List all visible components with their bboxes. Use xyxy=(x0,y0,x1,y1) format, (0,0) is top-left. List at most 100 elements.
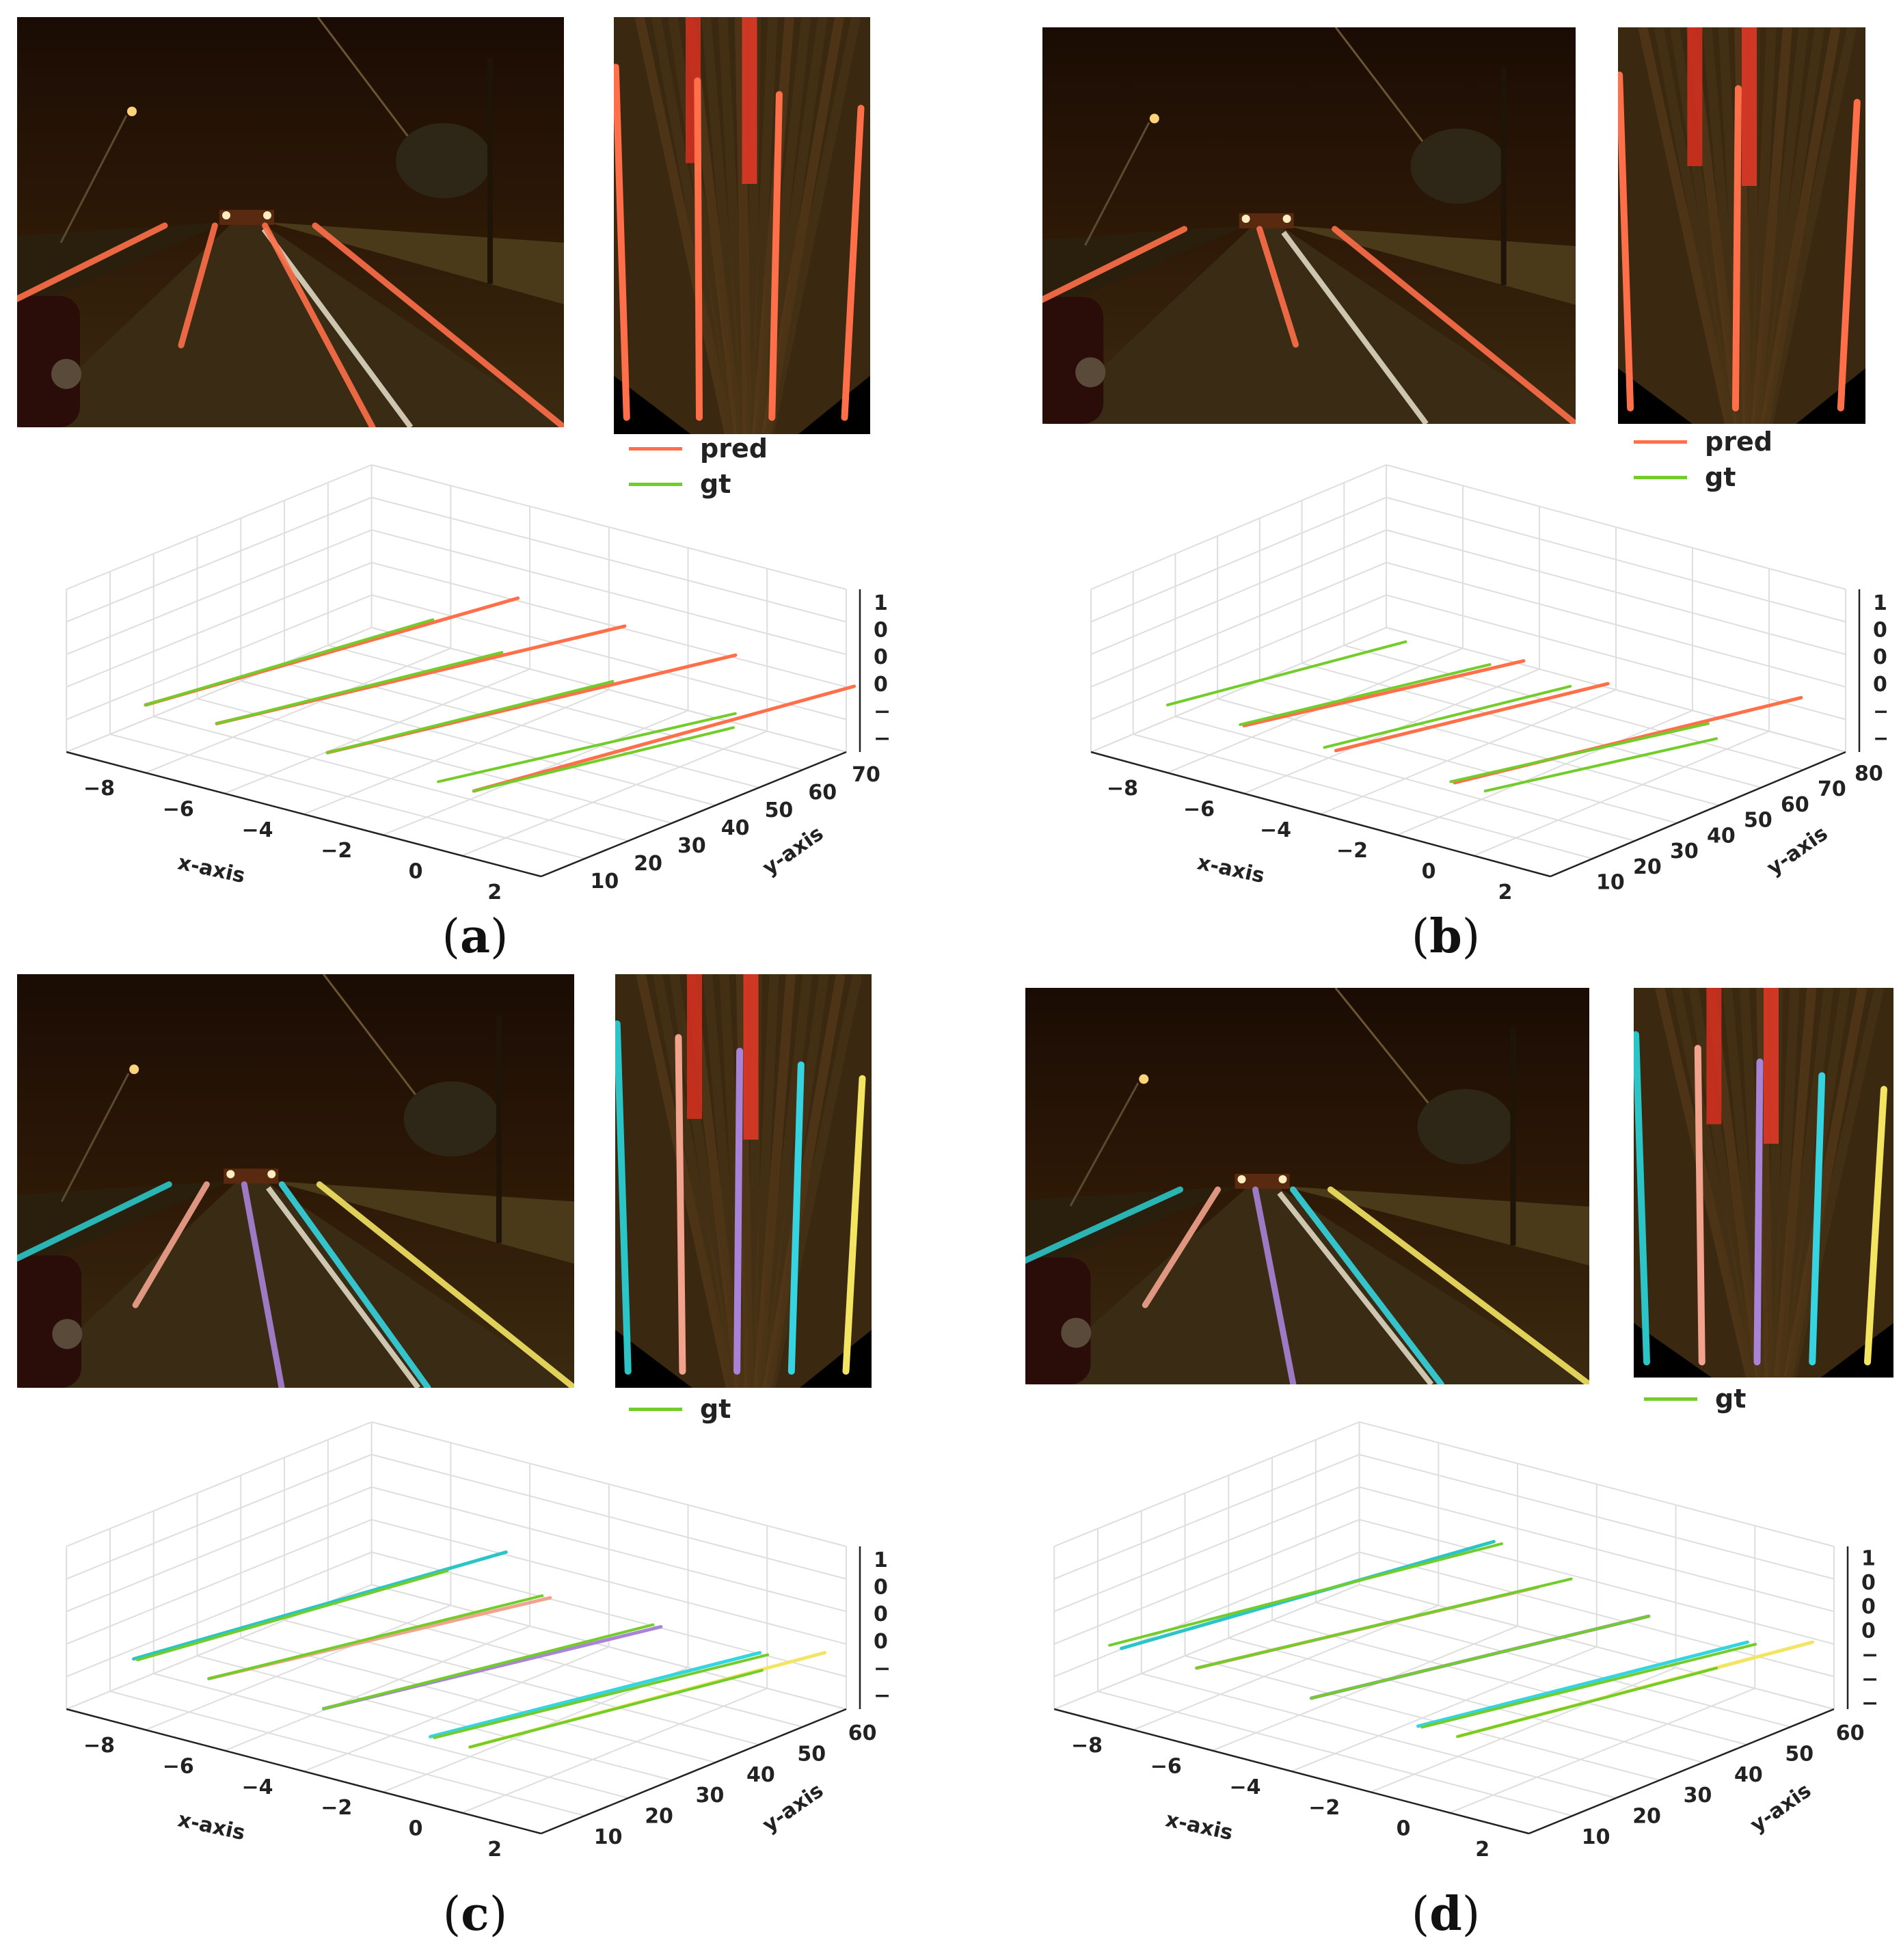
z-tick-label: 0.4 xyxy=(874,645,889,669)
gt-lane-line xyxy=(1323,684,1572,749)
gt-lane-line xyxy=(433,1653,770,1739)
panel-d: −8 −6 −4 −2 0 2 10 20 30 40 50 60 1.20.80.40.0−0.4−0… xyxy=(950,971,1901,1960)
z-tick-label: 0.0 xyxy=(874,673,889,697)
x-tick-label: −2 xyxy=(321,1796,352,1820)
z-tick-label: 1.2 xyxy=(1861,1547,1876,1571)
photo-lane-overlay xyxy=(178,222,218,349)
y-axis-line xyxy=(1550,751,1846,878)
x-tick-label: 2 xyxy=(1498,881,1513,902)
bev-lane-overlay xyxy=(615,1020,632,1375)
legend-swatch xyxy=(1644,1397,1697,1401)
y-tick-label: 70 xyxy=(852,763,880,787)
legend-item-gt: gt xyxy=(629,1391,731,1427)
bev-image xyxy=(1618,27,1865,424)
z-tick-label: 0.4 xyxy=(874,1602,889,1626)
z-tick-label: 0.0 xyxy=(1873,673,1887,697)
photo-lane-overlay xyxy=(132,1181,210,1308)
pred-lane-line xyxy=(1334,682,1610,753)
y-axis-title: y-axis xyxy=(1746,1779,1816,1838)
gt-lane-line xyxy=(1239,663,1492,726)
y-tick-label: 50 xyxy=(797,1743,826,1767)
grid xyxy=(1090,464,1846,877)
x-axis-title: x-axis xyxy=(176,1808,247,1845)
gt-lane-line xyxy=(215,651,504,725)
photo-lane-overlay xyxy=(316,1181,574,1388)
z-tick-label: −0.8 xyxy=(1861,1667,1876,1691)
legend-swatch xyxy=(1634,475,1687,479)
y-tick-label: 60 xyxy=(1781,793,1809,817)
y-tick-label: 20 xyxy=(645,1805,673,1829)
y-tick-label: 60 xyxy=(848,1721,877,1745)
x-tick-label: 2 xyxy=(487,1838,502,1860)
gt-lane-line xyxy=(1195,1577,1573,1670)
bev-lane-overlay xyxy=(1634,1031,1650,1366)
bev-lane-overlay xyxy=(1731,85,1742,412)
x-tick-label: −2 xyxy=(321,839,352,863)
gt-lane-line xyxy=(1420,1643,1757,1729)
x-tick-label: 2 xyxy=(1475,1838,1489,1860)
x-axis-line xyxy=(66,1708,541,1835)
lane-3d-plot: −8 −6 −4 −2 0 2 10 20 30 40 50 60 1.20.80.40.0−0.4−0… xyxy=(1029,1381,1876,1860)
legend-swatch xyxy=(629,482,682,486)
photo-lane-overlay xyxy=(278,1181,431,1388)
x-tick-label: 0 xyxy=(409,860,423,884)
y-tick-label: 20 xyxy=(1632,1805,1661,1829)
legend-swatch xyxy=(629,1407,682,1411)
panel-c: −8 −6 −4 −2 0 2 10 20 30 40 50 60 1.2 0.8 0.4 0.0 −0.4 −0… xyxy=(0,971,950,1960)
pred-lane-line xyxy=(429,1651,762,1739)
photo-lane-overlay xyxy=(1256,226,1299,348)
y-tick-label: 30 xyxy=(1684,1784,1712,1808)
panel-caption: (c) xyxy=(442,1887,508,1942)
z-tick-label: −0.8 xyxy=(874,1684,889,1708)
x-tick-label: −8 xyxy=(1071,1734,1103,1758)
bev-lane-overlay xyxy=(842,1075,866,1375)
z-tick-label: 0.8 xyxy=(1873,619,1887,643)
x-tick-label: −6 xyxy=(163,1755,194,1779)
gt-lane-line xyxy=(322,1623,655,1710)
y-axis-title: y-axis xyxy=(1763,822,1833,881)
gt-lane-line xyxy=(1483,737,1718,793)
legend-item-pred: pred xyxy=(629,431,768,466)
x-tick-label: 2 xyxy=(487,881,502,902)
y-tick-label: 10 xyxy=(594,1825,623,1849)
legend: pred gt xyxy=(629,431,768,502)
pred-lane-line xyxy=(1242,659,1526,727)
y-axis-line xyxy=(1528,1708,1835,1835)
x-tick-label: −6 xyxy=(1183,798,1215,822)
y-tick-label: 30 xyxy=(696,1784,725,1808)
pred-lane-line xyxy=(132,1550,508,1661)
photo-lane-overlay xyxy=(1290,1186,1444,1384)
panel-caption: (a) xyxy=(442,909,509,964)
pred-lane-line xyxy=(472,684,857,793)
bev-lane-overlay xyxy=(1753,1058,1764,1366)
z-tick-label: −0.8 xyxy=(874,727,889,751)
y-tick-label: 60 xyxy=(1836,1721,1865,1745)
x-axis-line xyxy=(1090,751,1551,878)
bev-lane-overlay xyxy=(841,105,865,421)
bev-lane-overlay xyxy=(1618,71,1634,412)
legend-label: pred xyxy=(700,433,768,464)
x-tick-label: −6 xyxy=(1150,1755,1182,1779)
x-tick-label: −4 xyxy=(242,1775,273,1799)
front-camera-image xyxy=(1025,988,1589,1384)
bev-lane-overlay xyxy=(1837,98,1861,412)
y-tick-label: 80 xyxy=(1855,762,1883,786)
photo-lane-overlay xyxy=(1025,1186,1183,1264)
photo-lane-overlay xyxy=(312,222,564,427)
legend-swatch xyxy=(1634,440,1687,444)
x-tick-label: 0 xyxy=(409,1817,423,1841)
x-tick-label: 0 xyxy=(1422,860,1436,884)
panel-a: −8 −6 −4 −2 0 2 10 20 30 40 50 60 70 1.2 0.8 0.4 0.0 −0.4… xyxy=(0,0,950,971)
x-tick-label: −8 xyxy=(1107,777,1138,801)
gt-lane-line xyxy=(1456,1667,1718,1739)
x-tick-label: −6 xyxy=(163,798,194,822)
y-tick-label: 10 xyxy=(1596,871,1625,895)
y-tick-label: 10 xyxy=(590,870,619,894)
x-tick-label: −2 xyxy=(1308,1796,1340,1820)
pred-lane-line xyxy=(1416,1640,1750,1728)
photo-lane-overlay xyxy=(1042,226,1188,304)
gt-lane-line xyxy=(136,1569,449,1662)
photo-lane-overlay xyxy=(1332,226,1576,424)
z-tick-label: −0.8 xyxy=(1873,727,1887,751)
y-tick-label: 30 xyxy=(677,834,706,858)
